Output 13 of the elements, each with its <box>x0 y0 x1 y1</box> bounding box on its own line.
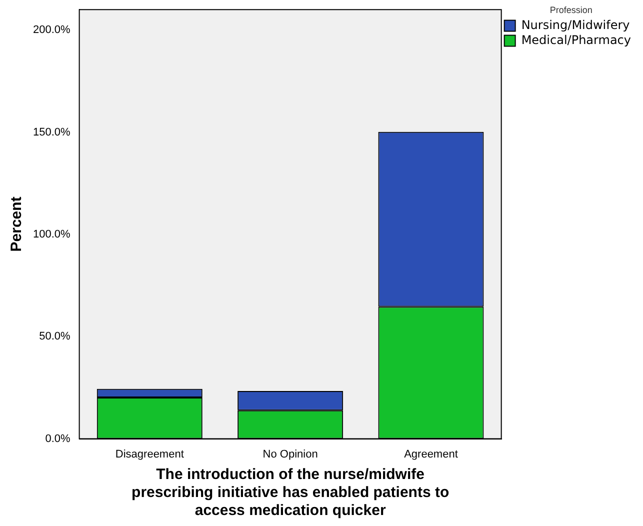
x-tick-label: Disagreement <box>115 448 184 460</box>
y-tick-label: 150.0% <box>32 126 71 138</box>
legend-title: Profession <box>550 4 592 15</box>
y-tick-label: 200.0% <box>32 24 71 36</box>
x-axis-title: The introduction of the nurse/midwife prescribing initiative has enabled patients to access medication quicker <box>132 466 450 520</box>
y-tick-label: 100.0% <box>32 228 71 240</box>
y-tick-label: 0.0% <box>45 432 71 445</box>
x-tick-label: No Opinion <box>262 448 318 460</box>
x-tick-label: Agreement <box>404 448 458 460</box>
y-tick-label: 50.0% <box>39 330 71 343</box>
y-axis-title: Percent <box>8 196 26 252</box>
legend-label: Nursing/Midwifery <box>521 18 630 32</box>
legend-label: Medical/Pharmacy <box>521 32 632 47</box>
